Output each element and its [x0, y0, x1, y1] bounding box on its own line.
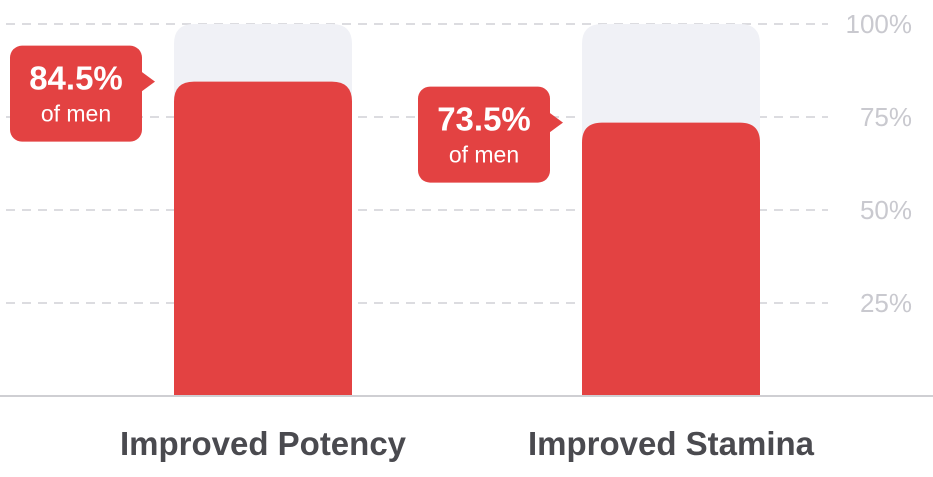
callout-box — [418, 86, 550, 183]
category-label: Improved Potency — [120, 425, 407, 462]
y-tick-label: 25% — [860, 288, 912, 318]
y-tick-label: 50% — [860, 195, 912, 225]
y-tick-label: 100% — [846, 9, 913, 39]
bar — [582, 122, 760, 396]
y-tick-label: 75% — [860, 102, 912, 132]
callout-pointer — [140, 70, 155, 93]
data-label-value: 73.5% — [437, 101, 531, 138]
callout-pointer — [548, 111, 563, 134]
data-label-value: 84.5% — [29, 60, 123, 97]
category-label: Improved Stamina — [528, 425, 815, 462]
data-label-subtext: of men — [449, 142, 519, 168]
data-label-subtext: of men — [41, 101, 111, 127]
bar — [174, 81, 352, 396]
callout-box — [10, 45, 142, 142]
